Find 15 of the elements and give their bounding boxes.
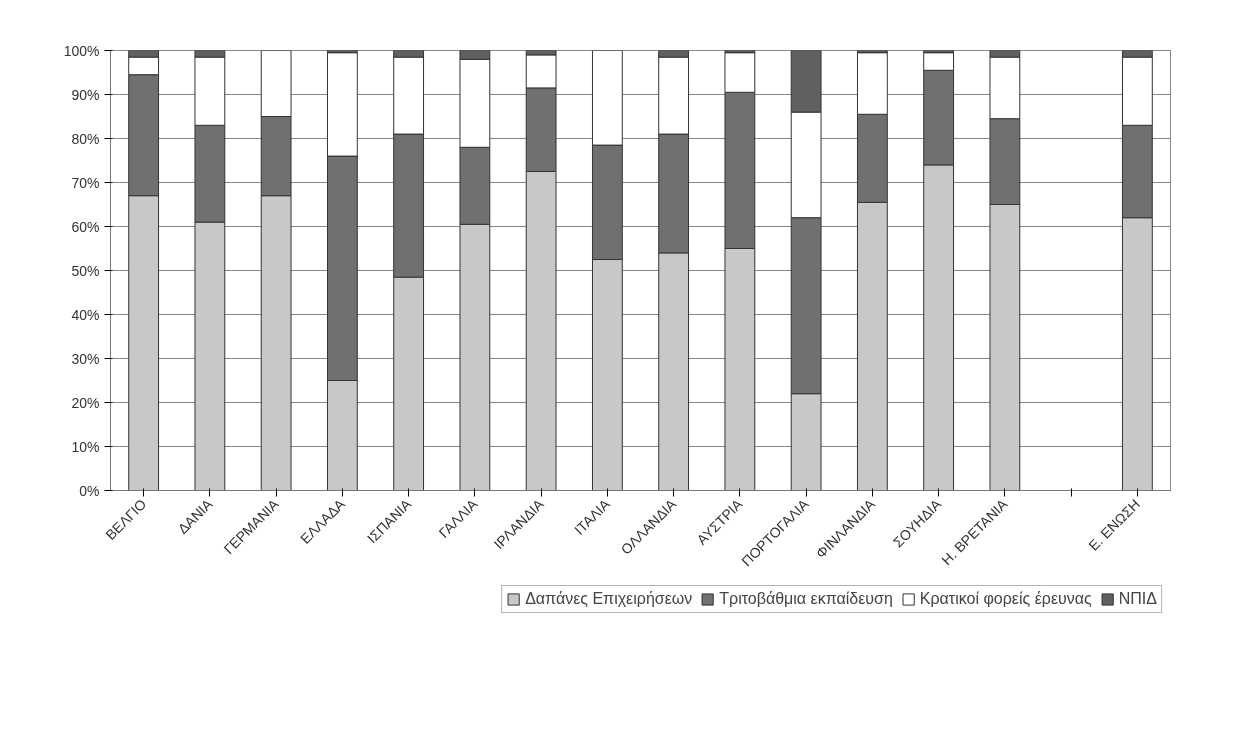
y-tick-label: 0%	[79, 482, 100, 499]
y-tick-label: 80%	[71, 130, 100, 147]
legend-label: ΝΠΙΔ	[1118, 590, 1157, 608]
y-tick-label: 60%	[71, 218, 100, 235]
y-tick-label: 30%	[71, 350, 100, 367]
y-tick-label: 100%	[63, 42, 100, 59]
legend-label: Δαπάνες Επιχειρήσεων	[525, 590, 693, 608]
y-tick-label: 50%	[71, 262, 100, 279]
y-tick-label: 90%	[71, 86, 100, 103]
y-tick-label: 20%	[71, 394, 100, 411]
legend-label: Τριτοβάθμια εκπαίδευση	[719, 590, 893, 608]
y-tick-label: 70%	[71, 174, 100, 191]
y-tick-label: 40%	[71, 306, 100, 323]
legend-label: Κρατικοί φορείς έρευνας	[919, 590, 1092, 608]
y-tick-label: 10%	[71, 438, 100, 455]
